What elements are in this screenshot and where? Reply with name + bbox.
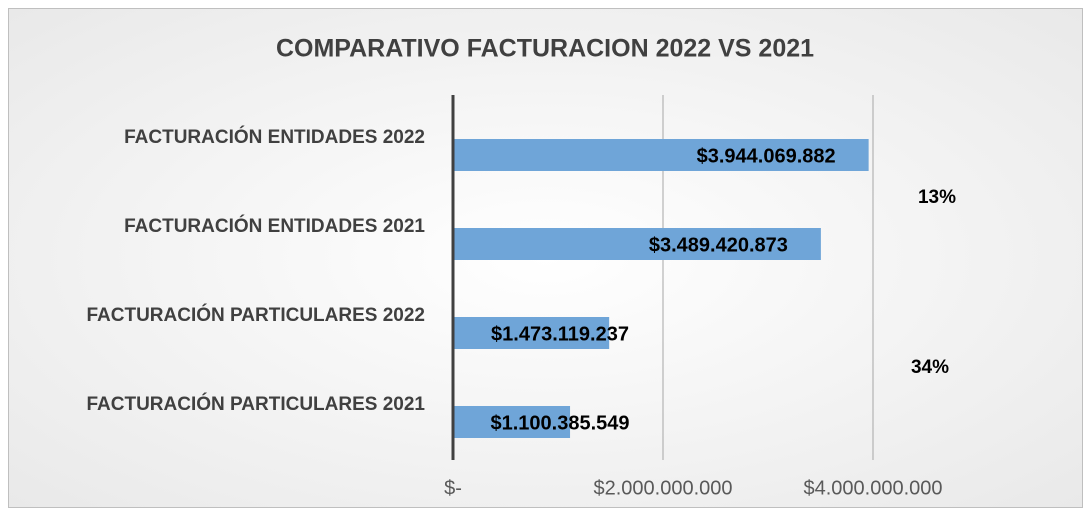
data-label: $3.944.069.882 [697, 145, 836, 167]
chart-title: COMPARATIVO FACTURACION 2022 VS 2021 [276, 35, 814, 63]
y-tick-label: FACTURACIÓN ENTIDADES 2021 [124, 215, 425, 237]
bar [454, 139, 869, 171]
bar [454, 228, 821, 260]
bar [454, 406, 571, 438]
annotation: 34% [911, 357, 949, 378]
y-tick-label: FACTURACIÓN PARTICULARES 2021 [86, 393, 425, 415]
x-tick-label: $4.000.000.000 [803, 477, 942, 499]
x-tick-label: $2.000.000.000 [593, 477, 732, 499]
y-tick-label: FACTURACIÓN ENTIDADES 2022 [124, 126, 425, 148]
annotation: 13% [918, 187, 956, 208]
x-tick-label: $- [444, 477, 462, 499]
data-label: $1.473.119.237 [491, 323, 629, 345]
y-tick-label: FACTURACIÓN PARTICULARES 2022 [86, 304, 425, 326]
data-label: $3.489.420.873 [649, 234, 788, 256]
bar [454, 317, 610, 349]
data-label: $1.100.385.549 [490, 412, 629, 434]
